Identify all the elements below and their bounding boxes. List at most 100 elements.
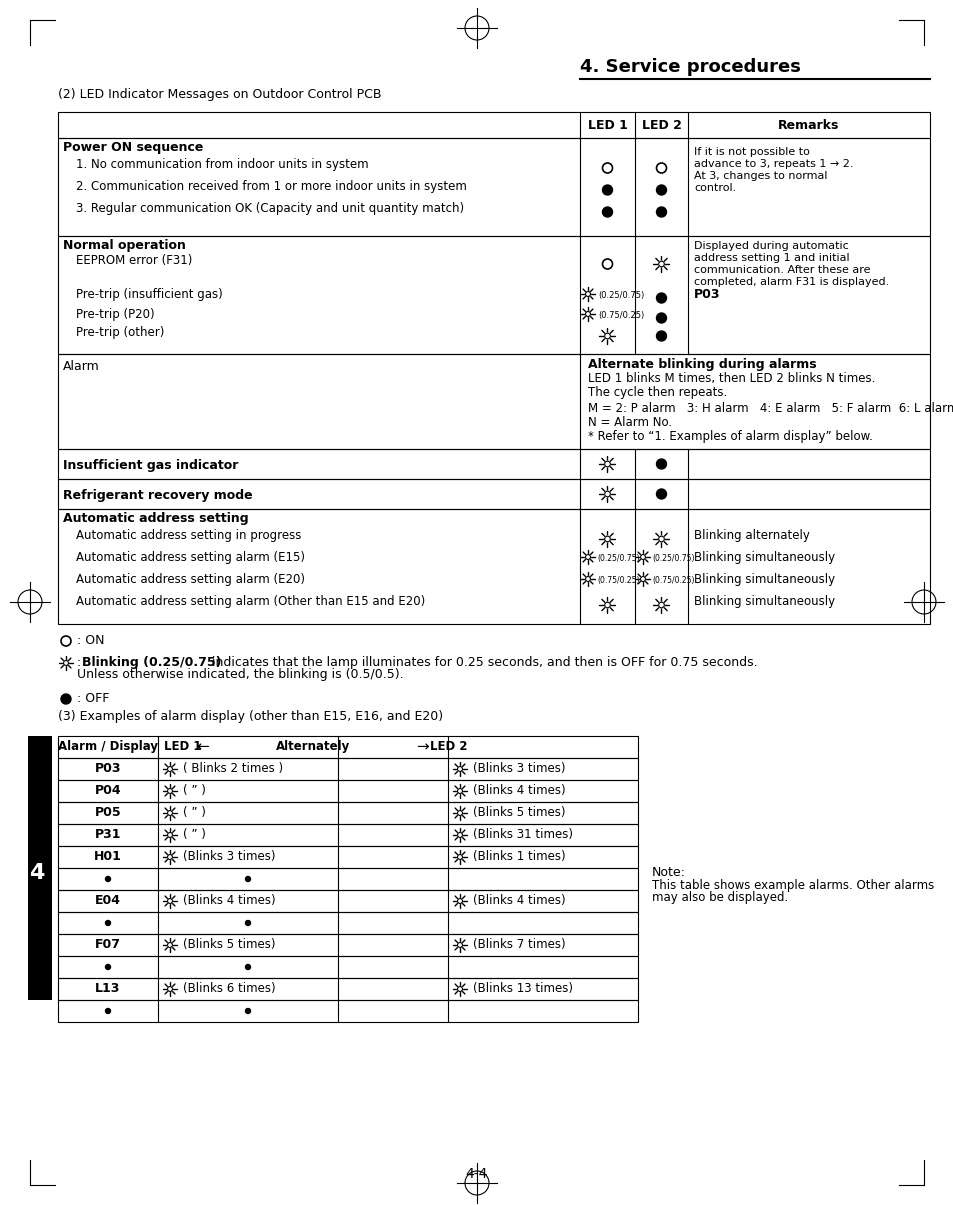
Text: ( ” ): ( ” ) <box>183 828 206 841</box>
Text: : OFF: : OFF <box>77 692 110 705</box>
Circle shape <box>658 536 663 542</box>
Text: Blinking simultaneously: Blinking simultaneously <box>693 551 834 564</box>
Text: ( ” ): ( ” ) <box>183 784 206 797</box>
Text: P31: P31 <box>94 828 121 841</box>
Bar <box>58 956 638 978</box>
Text: (3) Examples of alarm display (other than E15, E16, and E20): (3) Examples of alarm display (other tha… <box>58 710 442 723</box>
Text: Normal operation: Normal operation <box>63 239 186 252</box>
Circle shape <box>106 921 111 925</box>
Bar <box>58 868 638 890</box>
Bar <box>58 758 638 780</box>
Text: communication. After these are: communication. After these are <box>693 265 869 275</box>
Circle shape <box>245 1009 251 1013</box>
Circle shape <box>656 331 666 341</box>
Text: Automatic address setting alarm (E20): Automatic address setting alarm (E20) <box>76 574 305 586</box>
Circle shape <box>168 766 172 771</box>
Text: (0.75/0.25): (0.75/0.25) <box>598 311 643 321</box>
Text: (Blinks 4 times): (Blinks 4 times) <box>183 894 275 907</box>
Circle shape <box>658 261 663 266</box>
Circle shape <box>61 694 71 704</box>
Circle shape <box>457 899 462 904</box>
Text: Automatic address setting in progress: Automatic address setting in progress <box>76 529 301 542</box>
Text: Blinking (0.25/0.75): Blinking (0.25/0.75) <box>82 656 221 669</box>
Circle shape <box>604 334 610 339</box>
Circle shape <box>106 964 111 970</box>
Text: (0.75/0.25): (0.75/0.25) <box>651 576 694 584</box>
Text: (Blinks 3 times): (Blinks 3 times) <box>473 762 565 775</box>
Circle shape <box>168 854 172 859</box>
Text: LED 1 blinks M times, then LED 2 blinks N times.: LED 1 blinks M times, then LED 2 blinks … <box>587 372 875 386</box>
Text: may also be displayed.: may also be displayed. <box>651 890 787 904</box>
Circle shape <box>585 292 590 296</box>
Bar <box>58 824 638 846</box>
Text: (0.25/0.75): (0.25/0.75) <box>651 554 694 563</box>
Circle shape <box>604 536 610 542</box>
Bar <box>58 978 638 1000</box>
Text: LED 1: LED 1 <box>587 119 627 133</box>
Text: address setting 1 and initial: address setting 1 and initial <box>693 253 849 263</box>
Text: 4. Service procedures: 4. Service procedures <box>579 58 800 76</box>
Text: F07: F07 <box>95 937 121 951</box>
Text: (Blinks 6 times): (Blinks 6 times) <box>183 982 275 995</box>
Bar <box>58 846 638 868</box>
Text: This table shows example alarms. Other alarms: This table shows example alarms. Other a… <box>651 878 933 892</box>
Bar <box>58 736 638 758</box>
Bar <box>58 354 929 449</box>
Circle shape <box>457 788 462 793</box>
Circle shape <box>585 312 590 317</box>
Circle shape <box>168 788 172 793</box>
Text: ( ” ): ( ” ) <box>183 806 206 819</box>
Text: (Blinks 1 times): (Blinks 1 times) <box>473 850 565 863</box>
Text: control.: control. <box>693 183 736 193</box>
Text: P04: P04 <box>94 784 121 797</box>
Circle shape <box>168 833 172 837</box>
Text: advance to 3, repeats 1 → 2.: advance to 3, repeats 1 → 2. <box>693 159 853 169</box>
Text: L13: L13 <box>95 982 121 995</box>
Text: Unless otherwise indicated, the blinking is (0.5/0.5).: Unless otherwise indicated, the blinking… <box>77 668 403 681</box>
Circle shape <box>457 766 462 771</box>
Text: (Blinks 3 times): (Blinks 3 times) <box>183 850 275 863</box>
Text: Alarm / Display: Alarm / Display <box>58 740 158 753</box>
Text: (Blinks 31 times): (Blinks 31 times) <box>473 828 573 841</box>
Bar <box>58 934 638 956</box>
Text: E04: E04 <box>95 894 121 907</box>
Circle shape <box>106 876 111 882</box>
Text: Automatic address setting alarm (E15): Automatic address setting alarm (E15) <box>76 551 305 564</box>
Text: M = 2: P alarm   3: H alarm   4: E alarm   5: F alarm  6: L alarm: M = 2: P alarm 3: H alarm 4: E alarm 5: … <box>587 402 953 415</box>
Bar <box>58 139 929 236</box>
Circle shape <box>585 576 590 582</box>
Text: (Blinks 5 times): (Blinks 5 times) <box>473 806 565 819</box>
Circle shape <box>168 811 172 816</box>
Text: * Refer to “1. Examples of alarm display” below.: * Refer to “1. Examples of alarm display… <box>587 430 872 443</box>
Text: Alternate blinking during alarms: Alternate blinking during alarms <box>587 358 816 371</box>
Text: N = Alarm No.: N = Alarm No. <box>587 416 672 429</box>
Text: P03: P03 <box>693 288 720 301</box>
Text: 4: 4 <box>29 863 45 883</box>
Circle shape <box>656 293 666 302</box>
Circle shape <box>602 207 612 217</box>
Circle shape <box>658 602 663 607</box>
Circle shape <box>656 489 666 499</box>
Bar <box>28 736 52 1000</box>
Circle shape <box>168 942 172 947</box>
Bar <box>58 236 929 354</box>
Circle shape <box>106 1009 111 1013</box>
Circle shape <box>639 576 645 582</box>
Circle shape <box>656 313 666 323</box>
Text: 4-4: 4-4 <box>465 1166 488 1181</box>
Circle shape <box>457 854 462 859</box>
Text: LED 2: LED 2 <box>640 119 680 133</box>
Text: (0.25/0.75): (0.25/0.75) <box>598 290 643 300</box>
Text: Automatic address setting: Automatic address setting <box>63 512 249 525</box>
Bar <box>58 480 929 509</box>
Text: EEPROM error (F31): EEPROM error (F31) <box>76 254 193 268</box>
Circle shape <box>656 459 666 469</box>
Circle shape <box>602 186 612 195</box>
Circle shape <box>457 833 462 837</box>
Bar <box>58 1000 638 1022</box>
Text: Refrigerant recovery mode: Refrigerant recovery mode <box>63 489 253 502</box>
Text: ←: ← <box>195 739 209 754</box>
Text: indicates that the lamp illuminates for 0.25 seconds, and then is OFF for 0.75 s: indicates that the lamp illuminates for … <box>208 656 757 669</box>
Text: Automatic address setting alarm (Other than E15 and E20): Automatic address setting alarm (Other t… <box>76 595 425 609</box>
Circle shape <box>656 186 666 195</box>
